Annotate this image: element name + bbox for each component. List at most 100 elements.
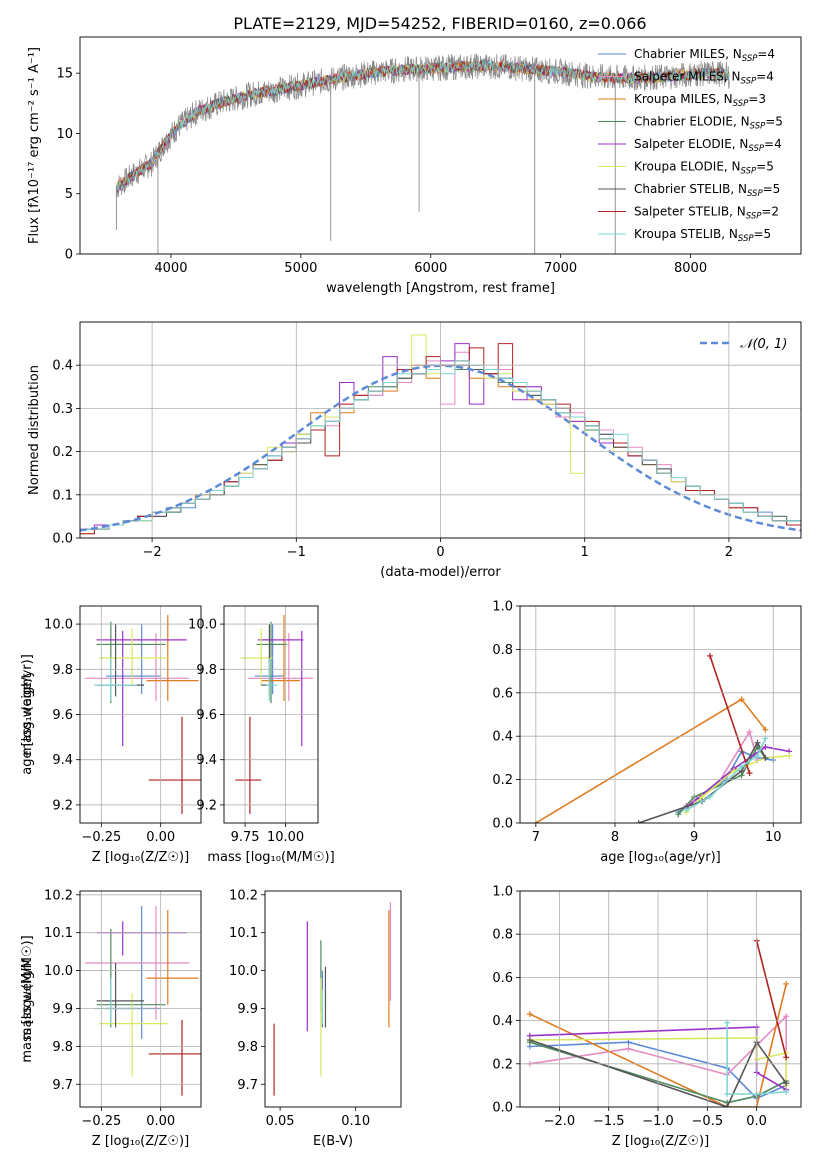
y-tick-label: 10.0 [44,618,73,633]
axes-frame [519,605,802,824]
y-tick-label: 0.6 [492,971,513,986]
x-tick-label: −0.25 [81,830,121,845]
panel-4: 7 8 9 10 0.0 0.2 0.4 0.6 0.8 1.0 age [log₁₀(age/yr… [20,600,802,865]
legend-label: Chabrier MILES, NSSP=4 [634,47,775,64]
y-tick-label: 0.2 [52,445,73,460]
x-tick-label: 10.00 [267,830,304,845]
y-tick-label: 9.8 [52,663,73,678]
y-tick-label: 10.0 [229,964,258,979]
y-axis-label: mass [log₁₀(M/M☉)] [20,935,35,1062]
y-tick-label: 15 [56,67,73,82]
y-tick-label: 10 [56,127,73,142]
y-tick-label: 0.4 [492,730,513,745]
y-tick-label: 10.0 [44,964,73,979]
y-tick-label: 9.7 [52,1078,73,1093]
x-axis-label: age [log₁₀(age/yr)] [600,850,721,865]
axes-frame [79,321,802,539]
y-tick-label: 9.2 [52,798,73,813]
legend-label: Kroupa ELODIE, NSSP=5 [634,160,774,177]
y-axis-label: Normed distribution [27,365,42,495]
y-tick-label: 10.1 [44,926,73,941]
x-tick-label: 10 [765,830,782,845]
y-tick-label: 9.8 [52,1040,73,1055]
x-tick-label: 9 [690,830,698,845]
panel-5: −0.25 0.00 9.7 9.8 9.9 10.0 10.1 10.2 Z [log₁₀(Z… [20,888,202,1149]
legend-label: Salpeter ELODIE, NSSP=4 [634,137,782,154]
x-tick-label: 0.10 [341,1114,370,1129]
x-axis-label: wavelength [Angstrom, rest frame] [326,281,555,296]
weight-series-7 [709,655,751,774]
y-tick-label: 9.4 [196,753,217,768]
x-tick-label: 7 [532,830,540,845]
panel-6: 0.05 0.10 9.7 9.8 9.9 10.0 10.1 10.2 E(B-V) [229,888,402,1149]
y-tick-label: 10.2 [44,888,73,903]
legend-label: Kroupa MILES, NSSP=3 [634,92,766,109]
y-axis-label: mass weight [20,958,35,1040]
weight-series-7 [755,940,787,1058]
panel-0: 4000 5000 6000 7000 8000 0 5 10 15 wavelength [An… [27,36,802,296]
legend-label: Chabrier ELODIE, NSSP=5 [634,115,783,132]
y-tick-label: 5 [65,187,73,202]
y-tick-label: 0.2 [492,773,513,788]
panel-2: −0.25 0.00 9.2 9.4 9.6 9.8 10.0 Z [log₁₀(Z/Z☉)]… [20,605,202,865]
x-tick-label: 0.00 [146,830,175,845]
x-tick-label: 4000 [154,261,187,276]
panel-1: −2 −1 0 1 2 0.0 0.1 0.2 0.3 0.4 (data-model)/error… [27,321,802,580]
y-tick-label: 1.0 [492,600,513,615]
x-axis-label: Z [log₁₀(Z/Z☉)] [612,1134,709,1149]
axes-frame [264,890,402,1108]
x-axis-label: mass [log₁₀(M/M☉)] [207,850,334,865]
y-tick-label: 0.0 [492,817,513,832]
x-tick-label: 2 [725,545,733,560]
y-tick-label: 9.8 [196,663,217,678]
legend-label: Salpeter STELIB, NSSP=2 [634,205,779,222]
x-tick-label: −0.25 [81,1114,121,1129]
x-axis-label: (data-model)/error [380,565,501,580]
x-axis-label: E(B-V) [313,1134,353,1149]
weight-series-6 [638,741,767,823]
plot-area [273,902,392,1096]
x-tick-label: −0.5 [692,1114,724,1129]
y-tick-label: 1.0 [492,885,513,900]
axes-frame [79,36,802,255]
y-tick-label: 0.2 [492,1057,513,1072]
x-tick-label: −2 [143,545,162,560]
y-axis-label: Flux [fλ10⁻¹⁷ erg cm⁻² s⁻¹ A⁻¹] [27,47,42,244]
y-tick-label: 0.8 [492,643,513,658]
y-tick-label: 0.0 [52,532,73,547]
y-tick-label: 10.0 [188,618,217,633]
y-tick-label: 0.4 [492,1014,513,1029]
x-tick-label: 1 [581,545,589,560]
histogram-series-8 [80,360,801,530]
y-tick-label: 9.4 [52,753,73,768]
y-tick-label: 9.6 [196,708,217,723]
spectrum-legend: Chabrier MILES, NSSP=4 Salpeter MILES, NS… [598,47,783,244]
x-tick-label: 0.05 [266,1114,295,1129]
x-tick-label: 7000 [544,261,577,276]
y-tick-label: 10.1 [229,926,258,941]
x-tick-label: −1.0 [642,1114,674,1129]
axes-frame [519,890,802,1108]
x-axis-label: Z [log₁₀(Z/Z☉)] [92,850,189,865]
x-tick-label: 8 [611,830,619,845]
x-tick-label: 6000 [414,261,447,276]
model-spectrum-8 [116,60,730,191]
weight-series-6 [529,1039,787,1107]
plot-area [84,906,201,1096]
weight-series-3 [529,1041,787,1104]
y-tick-label: 9.2 [196,798,217,813]
legend-label: 𝒩(0, 1) [740,337,787,352]
panel-3: 9.75 10.00 9.2 9.4 9.6 9.8 10.0 mass [log₁₀(M/M… [188,605,335,865]
x-tick-label: −1 [287,545,306,560]
y-tick-label: 0.3 [52,402,73,417]
y-tick-label: 0.6 [492,686,513,701]
x-tick-label: −1.5 [593,1114,625,1129]
y-tick-label: 0.4 [52,359,73,374]
x-tick-label: 9.75 [231,830,260,845]
panel-7: −2.0 −1.5 −1.0 −0.5 0.0 0.0 0.2 0.4 0.6 0.8 1.0 Z [… [20,885,802,1149]
x-tick-label: −2.0 [544,1114,576,1129]
y-tick-label: 9.9 [237,1002,258,1017]
y-axis-label: mass weight [20,673,35,755]
